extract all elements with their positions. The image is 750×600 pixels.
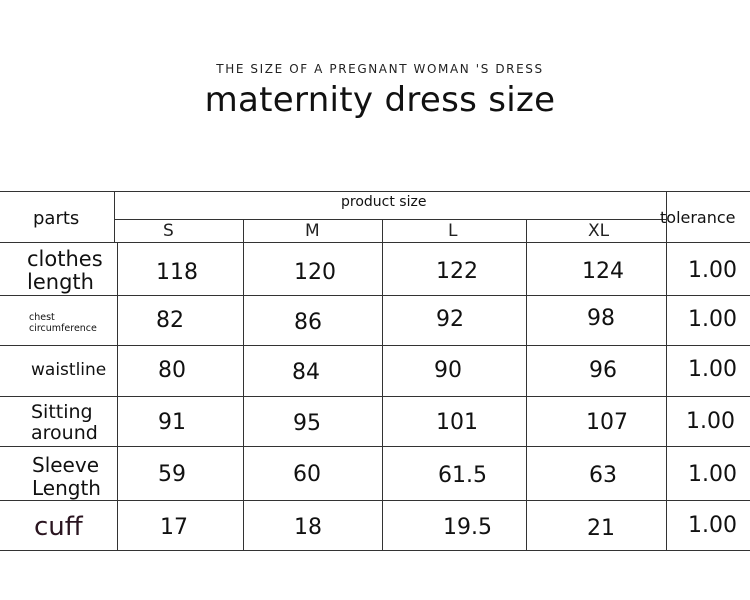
table-cell: 122 xyxy=(436,259,478,284)
column-divider xyxy=(117,242,118,551)
tolerance-cell: 1.00 xyxy=(688,307,737,332)
header-bottom-border xyxy=(0,242,750,243)
table-cell: 107 xyxy=(586,410,628,435)
table-cell: 19.5 xyxy=(443,515,492,540)
table-cell: 98 xyxy=(587,306,615,331)
table-cell: 86 xyxy=(294,310,322,335)
row-divider xyxy=(0,295,750,296)
tolerance-cell: 1.00 xyxy=(688,357,737,382)
table-cell: 91 xyxy=(158,410,186,435)
table-cell: 63 xyxy=(589,463,617,488)
table-cell: 124 xyxy=(582,259,624,284)
row-divider xyxy=(0,396,750,397)
product-size-header: product size xyxy=(341,194,427,210)
row-divider xyxy=(0,500,750,501)
table-cell: 21 xyxy=(587,516,615,541)
table-cell: 96 xyxy=(589,358,617,383)
size-header-xl: XL xyxy=(588,221,610,241)
table-cell: 59 xyxy=(158,462,186,487)
tolerance-cell: 1.00 xyxy=(688,513,737,538)
row-label-cuff: cuff xyxy=(34,512,83,542)
column-divider xyxy=(243,219,244,551)
row-divider xyxy=(0,345,750,346)
row-label-sleeve-length: Sleeve Length xyxy=(32,453,101,500)
row-label-clothes-length: clothes length xyxy=(27,247,103,294)
table-cell: 84 xyxy=(292,360,320,385)
table-cell: 118 xyxy=(156,260,198,285)
row-label-waistline: waistline xyxy=(31,360,107,380)
column-divider xyxy=(114,191,115,243)
table-cell: 92 xyxy=(436,307,464,332)
size-header-m: M xyxy=(305,221,320,241)
table-top-border xyxy=(0,191,750,192)
row-label-sitting-around: Sitting around xyxy=(31,401,98,444)
page-title: maternity dress size xyxy=(204,80,556,120)
parts-header: parts xyxy=(33,208,80,229)
tolerance-cell: 1.00 xyxy=(686,409,735,434)
table-cell: 17 xyxy=(160,515,188,540)
table-cell: 60 xyxy=(293,462,321,487)
tolerance-header: tolerance xyxy=(660,208,736,227)
table-cell: 82 xyxy=(156,308,184,333)
row-label-chest-circumference: chest circumference xyxy=(29,312,97,334)
table-bottom-border xyxy=(0,550,750,551)
column-divider xyxy=(666,191,667,551)
table-cell: 18 xyxy=(294,515,322,540)
column-divider xyxy=(382,219,383,551)
header-divider xyxy=(114,219,666,220)
table-cell: 61.5 xyxy=(438,463,487,488)
size-header-l: L xyxy=(448,221,458,241)
tolerance-cell: 1.00 xyxy=(688,258,737,283)
page-subtitle: THE SIZE OF A PREGNANT WOMAN 'S DRESS xyxy=(216,62,544,76)
table-cell: 95 xyxy=(293,411,321,436)
row-divider xyxy=(0,446,750,447)
column-divider xyxy=(526,219,527,551)
size-header-s: S xyxy=(163,221,174,241)
table-cell: 101 xyxy=(436,410,478,435)
table-cell: 80 xyxy=(158,358,186,383)
tolerance-cell: 1.00 xyxy=(688,462,737,487)
table-cell: 120 xyxy=(294,260,336,285)
table-cell: 90 xyxy=(434,358,462,383)
